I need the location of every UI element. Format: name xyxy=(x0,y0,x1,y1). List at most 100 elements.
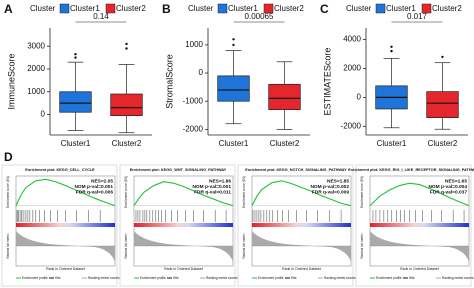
enrichment-curve xyxy=(133,181,234,207)
gsea-stat: FDR q-val=0.011 xyxy=(194,189,231,195)
enrichment-curve xyxy=(369,182,470,207)
x-axis-label: Rank in Ordered Dataset xyxy=(46,267,85,271)
outlier xyxy=(232,43,235,47)
legend-swatch xyxy=(217,3,228,14)
legend-label: Cluster2 xyxy=(274,4,304,13)
legend-swatch xyxy=(105,3,116,14)
x-tick-label: Cluster1 xyxy=(219,139,249,148)
box xyxy=(426,91,459,118)
legend-label: Cluster2 xyxy=(432,4,462,13)
rank-colorbar xyxy=(16,223,115,227)
legend-label: Cluster2 xyxy=(116,4,146,13)
y-tick-label: 0 xyxy=(199,68,204,77)
x-tick-label: Cluster2 xyxy=(428,139,458,148)
gsea-stat: NOM p-val=0.004 xyxy=(428,184,467,190)
panel-label: B xyxy=(162,2,171,16)
y-axis-label: ESTIMATEScore xyxy=(322,48,332,116)
ranking-metric xyxy=(252,231,351,262)
p-value: 0.14 xyxy=(93,12,109,21)
legend-label: Ranking metric scores xyxy=(324,276,356,280)
y-tick-label: 2000 xyxy=(27,64,45,73)
y-tick-label: 4000 xyxy=(343,35,361,44)
outlier xyxy=(125,42,128,46)
gsea-stat: FDR q-val=0.037 xyxy=(430,189,468,195)
legend-title: Cluster xyxy=(346,4,372,13)
panel-label: C xyxy=(320,2,329,16)
enrichment-curve xyxy=(251,180,352,207)
legend-label: Hits xyxy=(173,276,179,280)
gsea-title: Enrichment plot: KEGG_RIG_I_LIKE_RECEPTO… xyxy=(348,168,474,172)
gsea-stat: FDR q-val=0.006 xyxy=(76,189,114,195)
y-tick-label: 2000 xyxy=(343,64,361,73)
x-axis-label: Rank in Ordered Dataset xyxy=(282,267,321,271)
box xyxy=(217,75,250,102)
y-axis-label: ImmuneScore xyxy=(6,53,16,109)
rank-colorbar xyxy=(370,223,469,227)
legend-label: Hits xyxy=(291,276,297,280)
legend-label: Hits xyxy=(409,276,415,280)
plot-frame xyxy=(369,175,470,267)
y-tick-label: 1000 xyxy=(27,87,45,96)
outlier xyxy=(74,56,77,59)
rank-colorbar xyxy=(134,223,233,227)
gsea-stat: NOM p-val=0.001 xyxy=(74,184,113,190)
legend-swatch xyxy=(421,3,432,14)
gsea-stat: NES=1.65 xyxy=(445,178,467,184)
panel-label: D xyxy=(4,150,13,164)
gsea-stat: NES=2.05 xyxy=(91,178,113,184)
legend-label: Enrichment profile xyxy=(140,276,166,280)
p-value: 0.017 xyxy=(407,12,428,21)
plot-frame xyxy=(15,175,116,267)
y-tick-label: 3000 xyxy=(27,41,45,50)
y-tick-label: -2000 xyxy=(341,121,362,130)
legend-title: Cluster xyxy=(188,4,214,13)
legend-label: Enrichment profile xyxy=(376,276,402,280)
legend-swatch xyxy=(263,3,274,14)
legend-label: Cluster1 xyxy=(386,4,416,13)
legend-label: Enrichment profile xyxy=(22,276,48,280)
y-tick-label: -1000 xyxy=(183,96,204,105)
legend-label: Hits xyxy=(55,276,61,280)
y2-axis-label: Ranked list metric xyxy=(242,233,246,259)
ranking-metric xyxy=(16,231,115,262)
outlier xyxy=(125,47,128,50)
x-tick-label: Cluster1 xyxy=(377,139,407,148)
legend-label: Enrichment profile xyxy=(258,276,284,280)
box xyxy=(110,93,143,116)
outlier xyxy=(390,49,393,53)
gsea-stat: FDR q-val=0.009 xyxy=(312,189,350,195)
y-axis-label: Enrichment score (ES) xyxy=(6,176,10,208)
ranking-metric xyxy=(134,231,233,262)
panel-label: A xyxy=(4,2,13,16)
plot-frame xyxy=(251,175,352,267)
box xyxy=(59,91,92,113)
y-tick-label: -2000 xyxy=(183,124,204,133)
gsea-stat: NOM p-val=0.002 xyxy=(310,184,349,190)
outlier xyxy=(232,38,235,41)
x-tick-label: Cluster1 xyxy=(61,139,91,148)
y-tick-label: 0 xyxy=(357,93,362,102)
plot-frame xyxy=(133,175,234,267)
outlier xyxy=(74,52,77,56)
legend-label: Ranking metric scores xyxy=(206,276,238,280)
y-axis-label: Enrichment score (ES) xyxy=(124,176,128,208)
p-value: 0.00065 xyxy=(245,12,274,21)
box xyxy=(268,83,301,111)
x-axis-label: Rank in Ordered Dataset xyxy=(400,267,439,271)
rank-colorbar xyxy=(252,223,351,227)
gsea-title: Enrichment plot: KEGG_NOTCH_SIGNALING_PA… xyxy=(245,168,347,172)
x-tick-label: Cluster2 xyxy=(270,139,300,148)
y-tick-label: 1000 xyxy=(185,40,203,49)
y-axis-label: Enrichment score (ES) xyxy=(242,176,246,208)
legend-swatch xyxy=(59,3,70,14)
gsea-title: Enrichment plot: KEGG_WNT_SIGNALING_PATH… xyxy=(130,168,227,172)
x-axis-label: Rank in Ordered Dataset xyxy=(164,267,203,271)
x-tick-label: Cluster2 xyxy=(112,139,142,148)
gsea-stat: NOM p-val=0.001 xyxy=(192,184,231,190)
ranking-metric xyxy=(370,231,469,262)
y2-axis-label: Ranked list metric xyxy=(6,233,10,259)
legend-label: Ranking metric scores xyxy=(88,276,120,280)
y-axis-label: Enrichment score (ES) xyxy=(360,176,364,208)
legend-swatch xyxy=(375,3,386,14)
